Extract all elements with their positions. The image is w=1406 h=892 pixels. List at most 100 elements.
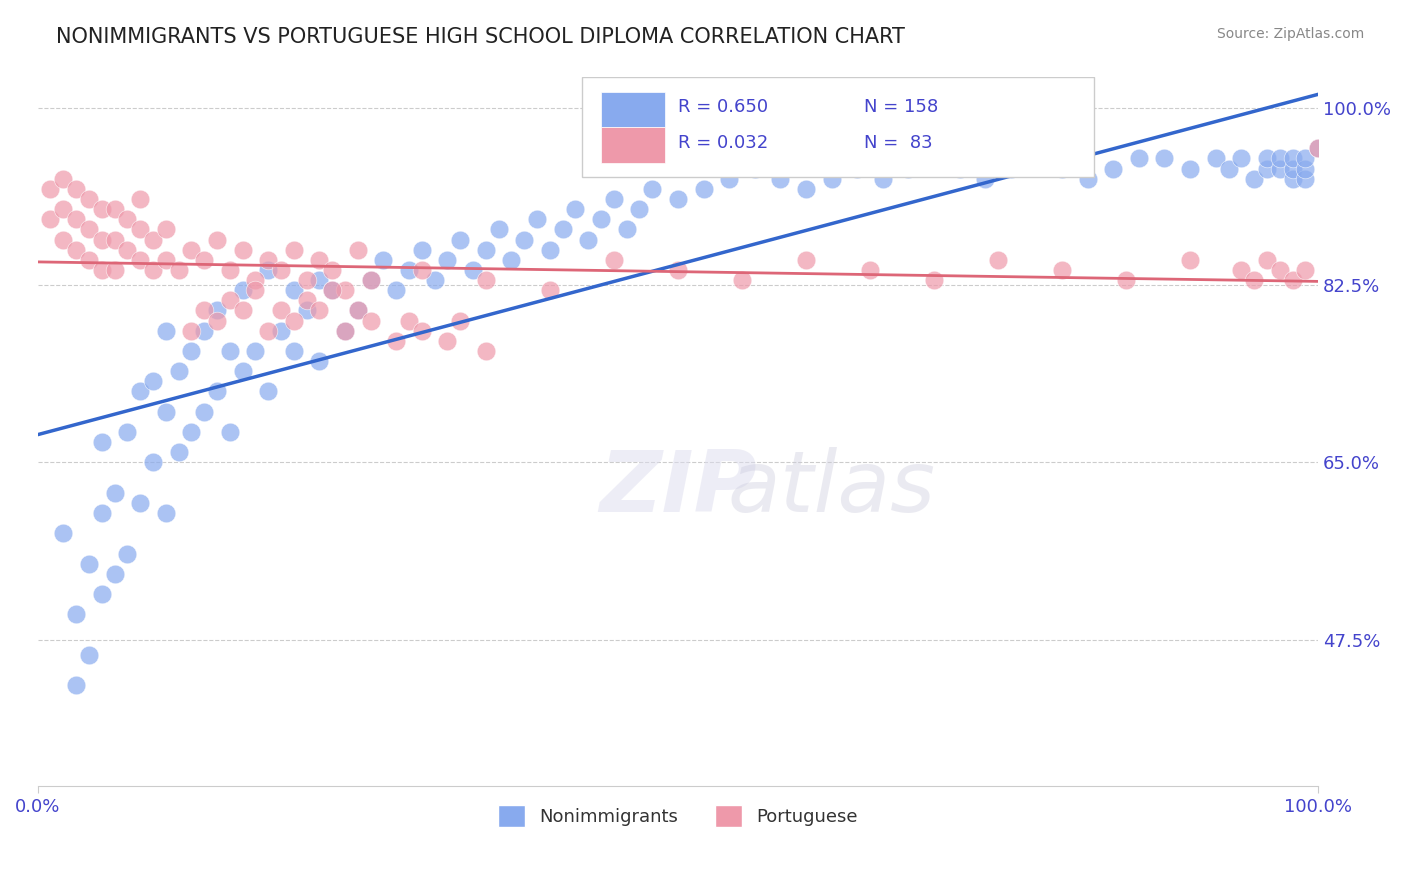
Point [449, 313, 471, 327]
Point [744, 161, 766, 176]
Point [385, 334, 408, 348]
Point [103, 566, 125, 581]
Point [398, 263, 420, 277]
Point [794, 182, 817, 196]
Point [167, 445, 190, 459]
Point [1102, 161, 1125, 176]
Point [475, 273, 498, 287]
Point [295, 303, 318, 318]
Point [321, 283, 343, 297]
Point [232, 364, 254, 378]
Point [142, 233, 165, 247]
Point [987, 252, 1010, 267]
Point [308, 303, 330, 318]
Text: ZIP: ZIP [599, 447, 756, 530]
Text: R = 0.650: R = 0.650 [678, 98, 768, 116]
Point [129, 192, 152, 206]
Point [193, 303, 215, 318]
Point [411, 324, 433, 338]
Point [769, 171, 792, 186]
Point [1268, 152, 1291, 166]
Point [232, 283, 254, 297]
Point [1050, 263, 1073, 277]
Point [77, 222, 100, 236]
Point [205, 303, 228, 318]
Point [103, 233, 125, 247]
Point [666, 263, 689, 277]
Point [1308, 141, 1330, 155]
Point [333, 324, 356, 338]
Point [129, 222, 152, 236]
Point [922, 273, 945, 287]
Point [501, 252, 523, 267]
Point [142, 374, 165, 388]
Point [65, 212, 87, 227]
Point [411, 243, 433, 257]
Text: N =  83: N = 83 [863, 134, 932, 152]
Point [52, 202, 75, 216]
Point [283, 313, 305, 327]
Text: atlas: atlas [727, 447, 935, 530]
Point [346, 243, 368, 257]
Point [232, 243, 254, 257]
Point [360, 273, 382, 287]
Point [167, 263, 190, 277]
Point [1281, 152, 1303, 166]
Point [155, 252, 177, 267]
Point [257, 384, 280, 399]
Point [538, 283, 561, 297]
Point [1256, 161, 1278, 176]
Point [155, 222, 177, 236]
Point [205, 313, 228, 327]
Point [641, 182, 664, 196]
Point [859, 263, 882, 277]
Point [411, 263, 433, 277]
Point [1243, 273, 1265, 287]
Point [193, 252, 215, 267]
Point [245, 283, 267, 297]
Point [564, 202, 586, 216]
Point [1294, 152, 1316, 166]
Point [218, 425, 240, 439]
Point [65, 182, 87, 196]
Point [820, 171, 842, 186]
Point [1077, 171, 1099, 186]
Point [526, 212, 548, 227]
Point [538, 243, 561, 257]
Point [449, 233, 471, 247]
Point [308, 252, 330, 267]
Point [90, 435, 112, 450]
Point [1178, 252, 1201, 267]
Point [1294, 171, 1316, 186]
Point [129, 252, 152, 267]
Point [218, 263, 240, 277]
Point [1128, 152, 1150, 166]
Point [205, 384, 228, 399]
Point [603, 252, 626, 267]
Point [1281, 273, 1303, 287]
Point [308, 354, 330, 368]
Point [193, 405, 215, 419]
Point [117, 243, 139, 257]
Point [1000, 161, 1022, 176]
Point [295, 293, 318, 308]
Point [39, 182, 62, 196]
Point [270, 263, 292, 277]
Point [155, 506, 177, 520]
Point [1256, 152, 1278, 166]
Point [77, 648, 100, 662]
Point [513, 233, 536, 247]
Point [1281, 171, 1303, 186]
Point [1025, 152, 1047, 166]
Point [180, 324, 202, 338]
Point [77, 557, 100, 571]
Point [52, 526, 75, 541]
Point [731, 273, 754, 287]
Point [360, 273, 382, 287]
Point [1178, 161, 1201, 176]
Point [1230, 263, 1253, 277]
Point [373, 252, 395, 267]
Point [872, 171, 894, 186]
Point [398, 313, 420, 327]
Point [270, 324, 292, 338]
